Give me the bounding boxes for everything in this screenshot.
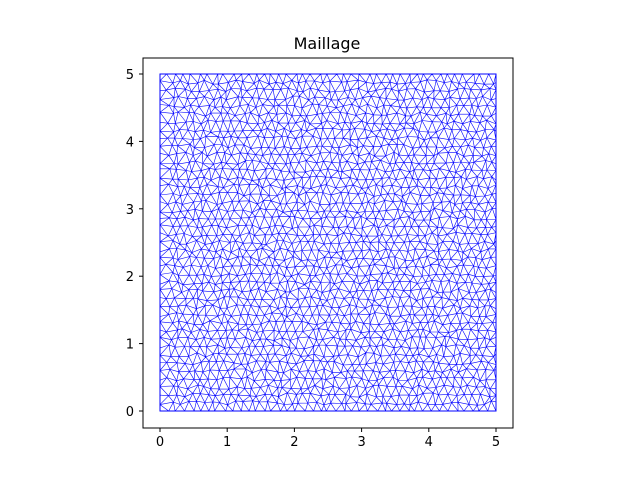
y-tick-label: 1: [126, 338, 134, 353]
x-tick-label: 2: [290, 435, 298, 450]
y-tick-label: 0: [126, 405, 134, 420]
y-tick-label: 5: [126, 68, 134, 83]
y-tick-label: 2: [126, 270, 134, 285]
x-axis-ticks: 0 1 2 3 4 5: [156, 428, 500, 450]
triangular-mesh: [160, 74, 496, 411]
plot-area: [143, 58, 513, 428]
mesh-edges: [160, 74, 496, 411]
y-tick-label: 3: [126, 203, 134, 218]
axes-frame: [142, 57, 514, 429]
x-tick-label: 5: [492, 435, 500, 450]
axes: 0 1 2 3 4 5 0 1 2 3 4 5: [126, 57, 514, 450]
y-tick-label: 4: [126, 135, 134, 150]
mesh-boundary: [159, 73, 497, 412]
x-tick-label: 1: [223, 435, 231, 450]
x-tick-label: 3: [357, 435, 365, 450]
y-axis-ticks: 0 1 2 3 4 5: [126, 68, 143, 420]
x-tick-label: 0: [156, 435, 164, 450]
x-tick-label: 4: [425, 435, 433, 450]
chart-title: Maillage: [294, 34, 361, 53]
